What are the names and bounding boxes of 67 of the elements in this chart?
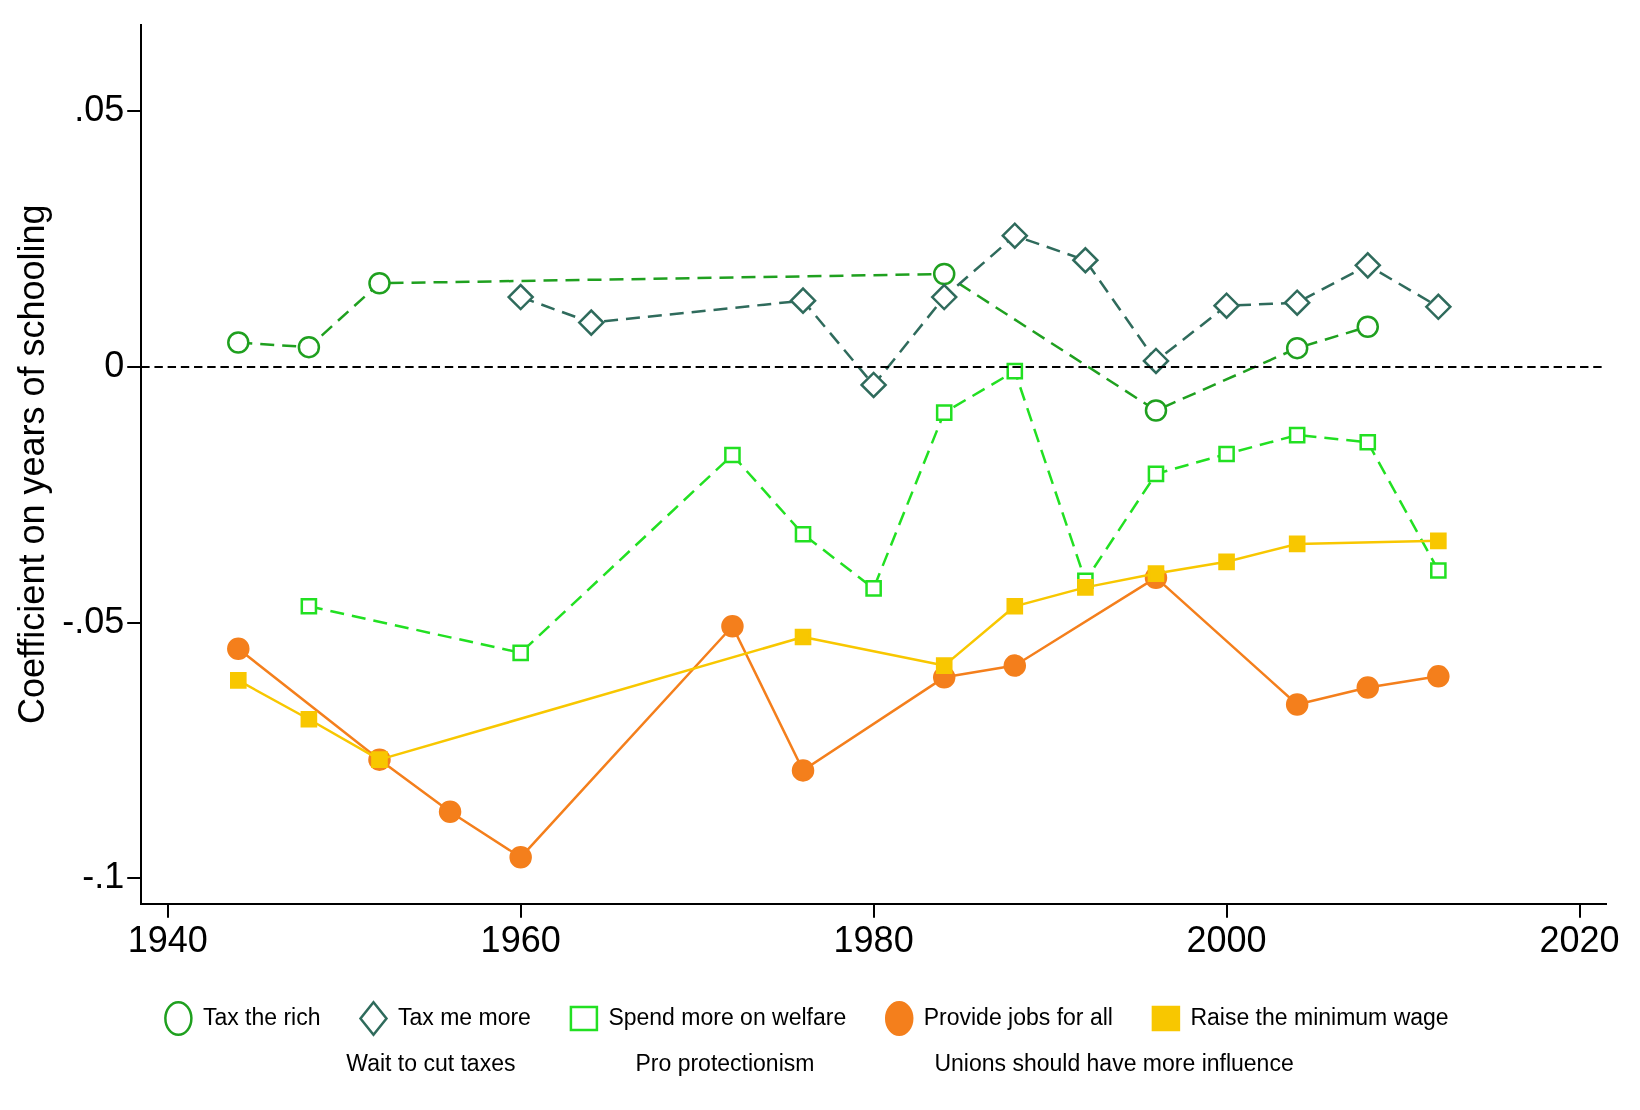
text: Pro protectionism <box>635 1050 815 1077</box>
point <box>930 283 958 311</box>
y-tick-label: .05 <box>74 88 125 130</box>
point <box>794 525 812 543</box>
point <box>509 846 532 869</box>
legend-label: Provide jobs for all <box>923 1003 1113 1030</box>
point <box>1288 535 1306 553</box>
point <box>1430 562 1447 579</box>
legend-label: Tax the rich <box>202 1003 321 1030</box>
x-tick-label: 1980 <box>833 919 914 961</box>
legend-label: Tax me more <box>397 1003 531 1030</box>
point <box>932 262 956 286</box>
x-tick-label: 2000 <box>1186 919 1267 961</box>
point <box>1077 579 1094 596</box>
point <box>1142 347 1170 375</box>
text: Unions should have more influence <box>934 1050 1294 1077</box>
point <box>1285 693 1309 716</box>
point <box>1425 293 1452 321</box>
point <box>438 800 462 824</box>
point <box>721 614 744 638</box>
point <box>227 331 250 354</box>
point <box>1144 399 1168 422</box>
point <box>297 335 321 359</box>
point <box>1359 433 1377 451</box>
point <box>724 446 741 464</box>
point <box>300 597 318 615</box>
text: Wait to cut taxes <box>346 1050 516 1077</box>
point <box>1356 676 1380 699</box>
point <box>507 283 534 311</box>
point <box>227 637 250 660</box>
point <box>791 759 815 782</box>
legend-label: Raise the minimum wage <box>1190 1003 1449 1030</box>
point <box>860 371 887 399</box>
point <box>229 672 247 689</box>
point <box>512 644 529 662</box>
point <box>1001 222 1029 249</box>
point <box>1354 252 1382 279</box>
legend-label: Spend more on welfare <box>608 1003 847 1030</box>
point <box>1288 426 1306 444</box>
point <box>1147 465 1165 483</box>
y-tick-label: -.05 <box>62 599 125 641</box>
point <box>578 309 605 336</box>
point <box>1218 445 1235 463</box>
y-axis-title: Coefficient on years of schooling <box>10 204 52 725</box>
point <box>1427 665 1450 688</box>
point <box>1006 362 1024 380</box>
point <box>300 710 318 728</box>
point <box>1356 315 1380 338</box>
x-tick-label: 1940 <box>127 919 208 961</box>
x-tick-label: 2020 <box>1539 919 1620 961</box>
point <box>1072 247 1099 274</box>
y-tick-label: -.1 <box>82 855 125 897</box>
point <box>1213 292 1240 319</box>
point <box>1006 597 1024 615</box>
point <box>935 404 953 421</box>
x-tick-label: 1960 <box>480 919 561 961</box>
point <box>794 628 812 646</box>
point <box>1430 532 1447 550</box>
point <box>865 580 882 597</box>
point <box>1003 654 1027 677</box>
y-tick-label: 0 <box>104 344 125 385</box>
point <box>1283 289 1311 316</box>
point <box>789 287 817 314</box>
point <box>935 657 953 674</box>
point <box>368 272 391 295</box>
point <box>1218 553 1235 571</box>
point <box>1285 336 1309 360</box>
